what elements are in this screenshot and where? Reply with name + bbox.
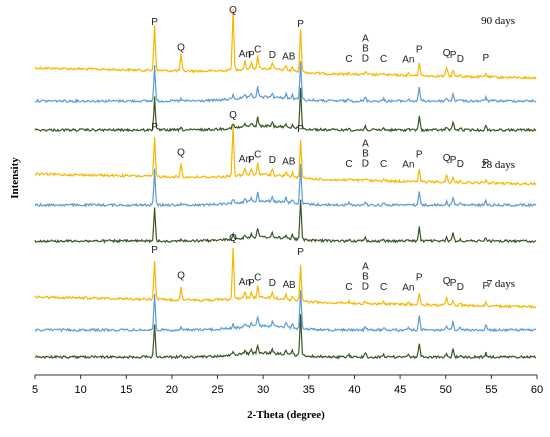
peak-label: P bbox=[450, 50, 457, 61]
peak-label: Q bbox=[177, 147, 185, 158]
peak-label: P bbox=[450, 278, 457, 289]
xrd-trace-panel-0-series-2 bbox=[34, 87, 537, 133]
peak-label: B bbox=[362, 271, 369, 282]
peak-label: AB bbox=[282, 51, 296, 62]
peak-label: P bbox=[450, 155, 457, 166]
panel-label-90-days: 90 days bbox=[481, 15, 515, 27]
x-tick-label: 55 bbox=[485, 384, 497, 396]
peak-label: P bbox=[151, 245, 158, 256]
x-tick-label: 10 bbox=[75, 384, 87, 396]
peak-label: D bbox=[457, 54, 464, 65]
peak-label: A bbox=[362, 33, 369, 44]
peak-label: A bbox=[283, 279, 290, 290]
peak-label: Q bbox=[177, 270, 185, 281]
x-tick-label: 15 bbox=[120, 384, 132, 396]
peak-label: D bbox=[457, 159, 464, 170]
peak-label: An bbox=[402, 282, 414, 293]
peak-label: Q bbox=[177, 42, 185, 53]
peak-label: Q bbox=[229, 110, 237, 121]
x-tick-label: 45 bbox=[394, 384, 406, 396]
peak-label: D bbox=[457, 282, 464, 293]
peak-label: AB bbox=[282, 156, 296, 167]
y-axis-title: Intensity bbox=[9, 157, 21, 199]
peak-label: P bbox=[297, 247, 304, 258]
panel-label-7-days: 7 days bbox=[487, 278, 515, 290]
peak-label: P bbox=[416, 44, 423, 55]
peak-label: Q bbox=[229, 233, 237, 244]
peak-label: P bbox=[297, 19, 304, 30]
peak-label: C bbox=[380, 159, 387, 170]
peak-label: B bbox=[362, 148, 369, 159]
peak-label: Q bbox=[443, 153, 451, 164]
peak-label: P bbox=[151, 122, 158, 133]
peak-label: A bbox=[362, 138, 369, 149]
peak-label: C bbox=[345, 282, 352, 293]
series-layer bbox=[34, 8, 537, 360]
peak-label: An bbox=[402, 159, 414, 170]
peak-label: P bbox=[483, 158, 490, 169]
peak-label: C bbox=[380, 54, 387, 65]
x-tick-label: 5 bbox=[32, 384, 38, 396]
peak-label: P bbox=[483, 53, 490, 64]
xrd-trace-panel-1-series-0 bbox=[34, 125, 537, 186]
peak-label: Q bbox=[443, 48, 451, 59]
xrd-trace-panel-0-series-0 bbox=[34, 8, 537, 80]
xrd-trace-panel-2-series-2 bbox=[34, 314, 537, 360]
xrd-trace-panel-2-series-0 bbox=[34, 247, 537, 310]
peak-label: A bbox=[362, 261, 369, 272]
peak-label: An bbox=[239, 154, 251, 165]
peak-label: B bbox=[362, 43, 369, 54]
peak-label: C bbox=[345, 54, 352, 65]
peak-label: P bbox=[297, 124, 304, 135]
xrd-trace-panel-0-series-1 bbox=[34, 61, 537, 104]
x-tick-label: 25 bbox=[211, 384, 223, 396]
peak-label: Q bbox=[443, 276, 451, 287]
x-tick-label: 50 bbox=[440, 384, 452, 396]
panel-label-28-days: 28 days bbox=[481, 159, 515, 171]
x-axis-ticks: 5 10 15 20 25 30 35 40 45 50 55 60 bbox=[32, 375, 543, 396]
peak-label: P bbox=[416, 272, 423, 283]
peak-label: C bbox=[345, 159, 352, 170]
peak-label: P bbox=[248, 278, 255, 289]
peak-label: D bbox=[362, 53, 369, 64]
peak-label: B bbox=[289, 280, 296, 291]
peak-label: C bbox=[254, 44, 261, 55]
peak-label: C bbox=[254, 272, 261, 283]
xrd-trace-panel-1-series-1 bbox=[34, 163, 537, 208]
peak-label: C bbox=[254, 149, 261, 160]
xrd-trace-panel-1-series-2 bbox=[34, 199, 537, 244]
peak-label: P bbox=[248, 50, 255, 61]
peak-label: D bbox=[362, 281, 369, 292]
peak-label: An bbox=[402, 54, 414, 65]
peak-label: C bbox=[380, 282, 387, 293]
peak-label: An bbox=[239, 49, 251, 60]
x-axis-title: 2-Theta (degree) bbox=[247, 409, 325, 421]
peak-label: P bbox=[483, 281, 490, 292]
peak-label: P bbox=[416, 149, 423, 160]
peak-label: D bbox=[269, 155, 276, 166]
xrd-trace-panel-2-series-1 bbox=[34, 290, 537, 333]
peak-label: D bbox=[362, 158, 369, 169]
x-tick-label: 20 bbox=[166, 384, 178, 396]
x-tick-label: 40 bbox=[348, 384, 360, 396]
peak-label: P bbox=[151, 17, 158, 28]
peak-label: An bbox=[239, 277, 251, 288]
peak-label: D bbox=[269, 278, 276, 289]
peak-label: P bbox=[248, 155, 255, 166]
peak-label: Q bbox=[229, 5, 237, 16]
x-tick-label: 35 bbox=[303, 384, 315, 396]
x-tick-label: 60 bbox=[531, 384, 543, 396]
x-tick-label: 30 bbox=[257, 384, 269, 396]
peak-label: D bbox=[269, 50, 276, 61]
